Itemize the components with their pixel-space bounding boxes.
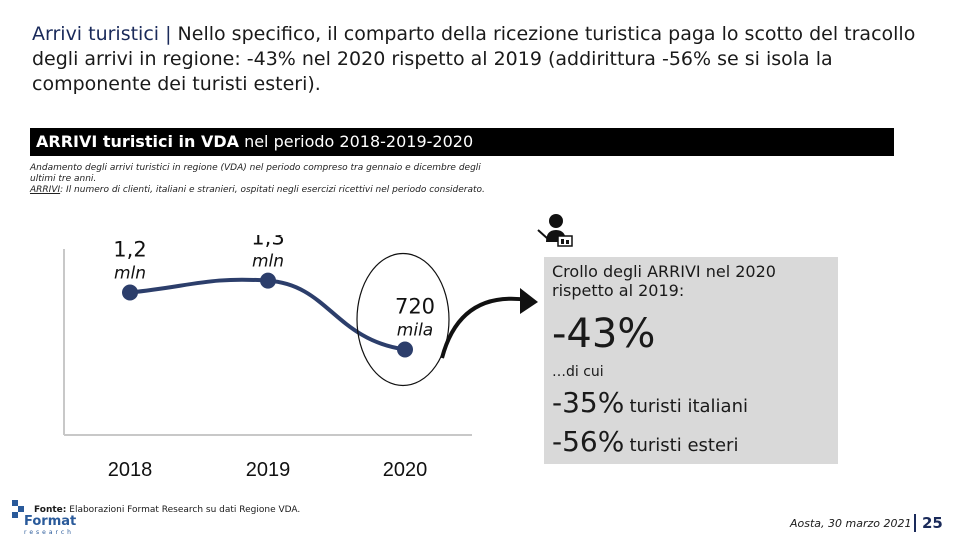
data-point bbox=[122, 284, 138, 301]
panel-subtitle: …di cui bbox=[552, 364, 604, 380]
panel-row-italian: -35% turisti italiani bbox=[552, 386, 830, 419]
data-label-value: 1,3 bbox=[251, 235, 284, 250]
section-title-rest: nel periodo 2018-2019-2020 bbox=[238, 132, 474, 151]
definition-term: ARRIVI bbox=[30, 185, 61, 195]
panel-main-percentage: -43% bbox=[552, 311, 656, 357]
data-label-unit: mln bbox=[114, 264, 146, 284]
logo-square bbox=[12, 512, 18, 518]
italian-percentage: -35% bbox=[552, 386, 625, 419]
definition-text: : Il numero di clienti, italiani e stran… bbox=[60, 185, 485, 195]
data-label-unit: mila bbox=[397, 321, 433, 341]
data-label-value: 720 bbox=[395, 295, 435, 319]
x-tick-label: 2018 bbox=[108, 459, 153, 481]
x-tick-label: 2019 bbox=[246, 459, 291, 481]
source-label: Fonte: bbox=[34, 505, 67, 515]
italian-label: turisti italiani bbox=[629, 396, 748, 417]
source-text: Elaborazioni Format Research su dati Reg… bbox=[66, 505, 301, 515]
page-headline: Arrivi turistici | Nello specifico, il c… bbox=[32, 22, 950, 97]
panel-row-foreign: -56% turisti esteri bbox=[552, 425, 830, 458]
headline-prefix: Arrivi turistici | bbox=[32, 23, 178, 45]
data-point bbox=[397, 341, 413, 358]
curved-arrow-icon bbox=[440, 280, 540, 360]
highlight-ellipse bbox=[356, 252, 450, 387]
format-research-logo: Format research bbox=[12, 500, 102, 538]
summary-panel: Crollo degli ARRIVI nel 2020 rispetto al… bbox=[544, 257, 838, 464]
logo-square bbox=[18, 506, 24, 512]
x-tick-label: 2020 bbox=[383, 459, 428, 481]
foreign-label: turisti esteri bbox=[629, 435, 739, 456]
series-line bbox=[129, 277, 406, 352]
source-note: Fonte: Elaborazioni Format Research su d… bbox=[34, 505, 300, 515]
chart-description: Andamento degli arrivi turistici in regi… bbox=[30, 163, 500, 196]
section-title-bar: ARRIVI turistici in VDA nel periodo 2018… bbox=[30, 128, 894, 156]
headline-text: Nello specifico, il comparto della ricez… bbox=[32, 23, 916, 95]
logo-square bbox=[12, 500, 18, 506]
panel-title: Crollo degli ARRIVI nel 2020 rispetto al… bbox=[552, 262, 776, 300]
data-label-unit: mln bbox=[252, 252, 284, 272]
page-number: 25 bbox=[914, 514, 943, 532]
data-label-value: 1,2 bbox=[113, 238, 146, 262]
logo-word: Format bbox=[24, 514, 77, 529]
section-title-bold: ARRIVI turistici in VDA bbox=[36, 132, 239, 151]
description-line: Andamento degli arrivi turistici in regi… bbox=[30, 163, 481, 184]
arrivals-line-chart: 1,2 mln 1,3 mln 720 mila 2018 2019 2020 bbox=[60, 235, 540, 495]
definition-line: ARRIVI: Il numero di clienti, italiani e… bbox=[30, 185, 500, 196]
presenter-icon bbox=[534, 212, 576, 252]
footer-date: Aosta, 30 marzo 2021 bbox=[790, 517, 912, 530]
logo-subword: research bbox=[24, 529, 74, 536]
data-point bbox=[260, 272, 276, 289]
foreign-percentage: -56% bbox=[552, 425, 625, 458]
